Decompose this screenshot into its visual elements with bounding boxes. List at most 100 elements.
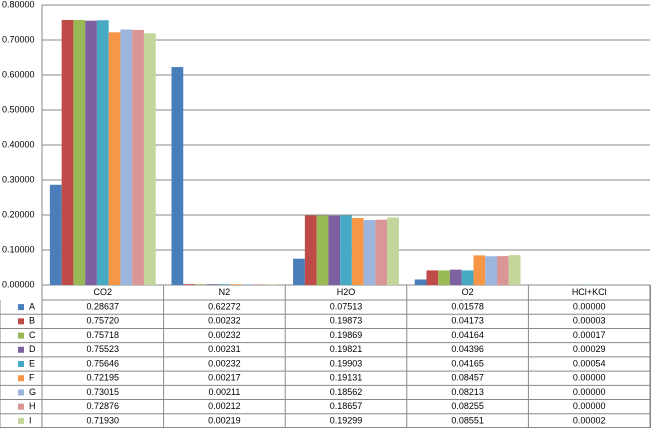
x-tick-label: HCl+KCl [572,287,607,297]
legend-label: F [29,373,35,383]
data-label: 0.01578 [451,301,484,311]
y-tick-label: 0.70000 [2,34,35,44]
data-label: 0.00000 [573,301,606,311]
data-label: 0.00000 [573,387,606,397]
bar [254,284,266,285]
bar [144,33,156,285]
data-label: 0.19873 [330,316,363,326]
bar [426,270,438,285]
y-tick-label: 0.60000 [2,69,35,79]
x-tick-label: H2O [337,287,356,297]
data-label: 0.00232 [208,358,241,368]
bar [293,259,305,285]
y-tick-label: 0.00000 [2,279,35,289]
bar [497,256,509,285]
legend-label: I [29,415,32,425]
bar [317,215,329,285]
bar [473,255,485,285]
data-label: 0.75646 [87,358,120,368]
data-label: 0.00002 [573,415,606,425]
legend-label: C [29,330,36,340]
bar [364,220,376,285]
legend-key [18,361,24,367]
data-label: 0.19131 [330,373,363,383]
data-label: 0.00217 [208,373,241,383]
data-label: 0.00219 [208,415,241,425]
data-label: 0.00029 [573,344,606,354]
bar [438,270,450,285]
legend-key [18,389,24,395]
bar [183,284,195,285]
data-label: 0.28637 [87,301,120,311]
data-label: 0.00017 [573,330,606,340]
data-label: 0.75523 [87,344,120,354]
data-label: 0.00003 [573,316,606,326]
data-label: 0.00232 [208,330,241,340]
data-label: 0.19869 [330,330,363,340]
bar [120,29,132,285]
data-label: 0.00000 [573,373,606,383]
bar [62,20,74,285]
data-label: 0.08213 [451,387,484,397]
bar [172,67,184,285]
data-label: 0.00232 [208,316,241,326]
y-tick-label: 0.20000 [2,209,35,219]
x-tick-label: O2 [462,287,474,297]
data-label: 0.19821 [330,344,363,354]
y-tick-label: 0.10000 [2,244,35,254]
bar [450,270,462,285]
legend-label: G [29,387,36,397]
data-label: 0.72876 [87,401,120,411]
data-label: 0.18657 [330,401,363,411]
data-label: 0.18562 [330,387,363,397]
y-tick-label: 0.50000 [2,104,35,114]
data-label: 0.08457 [451,373,484,383]
legend-key [18,333,24,339]
x-tick-label: CO2 [94,287,113,297]
legend-key [18,404,24,410]
bar [132,30,144,285]
legend-key [18,347,24,353]
bar [85,21,97,285]
data-label: 0.62272 [208,301,241,311]
x-tick-label: N2 [219,287,231,297]
bar [387,217,399,285]
data-label: 0.04173 [451,316,484,326]
bar [109,32,121,285]
bar [266,284,278,285]
data-label: 0.72195 [87,373,120,383]
legend-label: A [29,301,35,311]
legend-label: B [29,316,35,326]
y-tick-label: 0.40000 [2,139,35,149]
data-label: 0.00211 [208,387,240,397]
bar [509,255,521,285]
data-label: 0.19299 [330,415,363,425]
legend-key [18,375,24,381]
data-label: 0.04396 [451,344,484,354]
legend-key [18,318,24,324]
legend-key [18,418,24,424]
bar [485,256,497,285]
data-label: 0.00054 [573,358,606,368]
data-label: 0.08255 [451,401,484,411]
data-label: 0.00000 [573,401,606,411]
bar [97,20,109,285]
data-label: 0.04164 [451,330,484,340]
bar [340,215,352,285]
bar [375,220,387,285]
y-tick-label: 0.80000 [2,0,35,9]
bar [207,284,219,285]
data-label: 0.07513 [330,301,363,311]
bar [352,218,364,285]
bar [305,215,317,285]
legend-label: D [29,344,36,354]
bar [415,279,427,285]
data-label: 0.75718 [87,330,120,340]
bar [242,284,254,285]
data-label: 0.00212 [208,401,241,411]
data-label: 0.04165 [451,358,484,368]
data-label: 0.19903 [330,358,363,368]
bar [219,284,231,285]
data-label: 0.75720 [87,316,120,326]
bar [328,216,340,285]
